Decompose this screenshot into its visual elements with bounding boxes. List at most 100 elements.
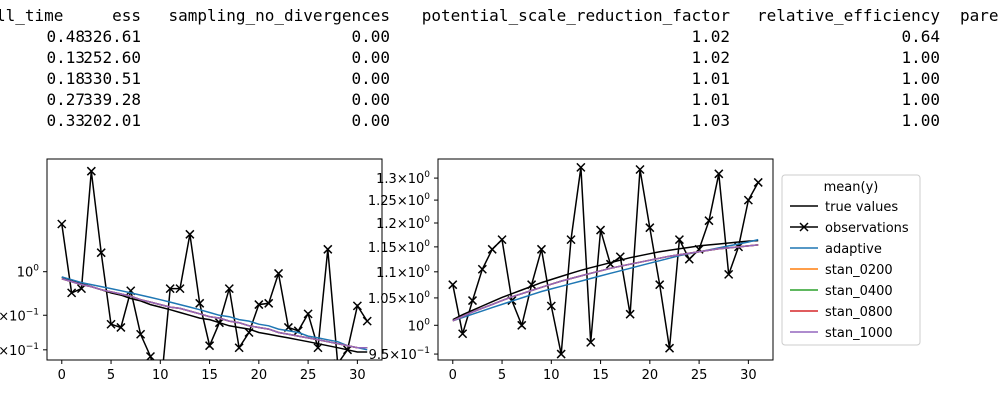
x-tick-label: 30 [349,368,366,383]
table-cell: 0.00 [351,27,390,46]
observation-point [714,169,724,179]
observation-point [185,229,195,239]
observation-point [244,327,254,338]
x-tick-label: 15 [201,368,218,383]
series-line-stan_0800 [452,244,759,322]
observation-point [205,341,215,351]
observation-point [684,254,694,264]
legend-entry-stan_0400: stan_0400 [790,284,893,299]
observation-point [753,177,763,187]
table-cell: 252.60 [83,48,141,67]
observation-point [106,319,116,329]
legend-label: true values [825,200,898,215]
series-line-observations [452,167,759,355]
x-tick-label: 20 [251,368,268,383]
observation-point [224,284,234,294]
table-header-sampling_no_divergences: sampling_no_divergences [168,6,390,25]
observation-point [175,284,185,294]
observation-point [156,389,164,397]
observation-point [254,300,264,310]
observation-point [67,288,77,298]
table-cell: 0.18 [46,69,85,88]
observation-point [536,244,546,254]
series-line-adaptive [452,238,759,322]
table-cell: 202.01 [83,111,141,130]
table-header-ll_time: ll_time [0,6,64,25]
legend-entry-stan_1000: stan_1000 [790,326,893,341]
table-cell: 0.00 [351,90,390,109]
y-tick-label: 1.25×100 [368,192,430,209]
observation-point [497,235,507,245]
y-tick-label: 9.5×10−1 [369,346,430,363]
series-line-stan_0200 [452,244,759,322]
observation-point [333,359,342,360]
table-cell: 1.00 [901,90,940,109]
legend-entry-stan_0800: stan_0800 [790,305,893,320]
table-cell: 1.01 [691,90,730,109]
table-header-ess: ess [112,6,141,25]
table-cell: 0.33 [46,111,85,130]
legend-entry-adaptive: adaptive [790,242,882,257]
legend-title: mean(y) [824,180,879,195]
table-cell: 0.00 [351,48,390,67]
y-tick-label: 100 [17,264,40,281]
table-cell: 1.03 [691,111,730,130]
observation-point [517,320,527,330]
series-line-stan_1000 [61,278,368,349]
observation-point [362,316,372,326]
y-tick-label: 1.2×100 [376,215,430,232]
observation-point [743,195,753,205]
table-cell: 0.00 [351,69,390,88]
right-plot: 0 5 10 15 20 25 30 1.3×100 1.25×100 1.2×100 1.15×1… [368,158,774,383]
x-tick-label: 5 [498,368,506,383]
legend-entry-observations: observations [790,221,909,236]
observation-point [165,284,175,294]
x-tick-label: 20 [642,368,659,383]
table-cell: 326.61 [83,27,141,46]
legend-label: stan_0800 [825,305,893,320]
legend-entry-true-values: true values [790,200,898,215]
legend-entry-stan_0200: stan_0200 [790,263,893,278]
table-cell: 0.13 [46,48,85,67]
x-tick-label: 5 [107,368,115,383]
y-tick-label: 1.15×100 [368,239,430,256]
observation-point [274,268,284,278]
observation-point [556,349,566,359]
observation-point [467,296,478,306]
plot-frame [437,158,774,361]
series-line-stan_0400 [452,244,759,322]
x-tick-label: 30 [740,368,757,383]
observation-point [596,225,606,235]
observation-point [586,337,596,347]
observation-point [323,244,333,254]
observation-point [234,343,244,353]
table-cell: 0.64 [901,27,940,46]
table-header-relative_efficiency: relative_efficiency [756,6,940,25]
y-tick-label: 1.05×100 [368,290,430,307]
observation-point [576,162,586,172]
x-tick-label: 25 [691,368,708,383]
observation-point [655,280,665,290]
table-header-pare: pare [960,6,999,25]
legend-box [781,174,921,346]
observation-point [566,235,576,245]
observation-point [674,235,684,245]
legend: mean(y) true values observations adaptive st… [781,174,921,346]
legend-label: stan_1000 [825,326,893,341]
table-cell: 1.02 [691,27,730,46]
observation-point [448,280,458,290]
observation-point [724,269,734,279]
plot-frame [46,158,383,361]
observation-point [615,252,625,262]
x-tick-label: 10 [543,368,560,383]
table-cell: 0.00 [351,111,390,130]
observation-point [352,301,362,311]
observation-point [96,248,106,258]
observation-point [342,345,353,355]
legend-label: stan_0200 [825,263,893,278]
observation-point [625,309,635,319]
observation-point [645,223,655,233]
table-cell: 330.51 [83,69,141,88]
observation-point [214,318,224,328]
observation-point [527,280,537,290]
